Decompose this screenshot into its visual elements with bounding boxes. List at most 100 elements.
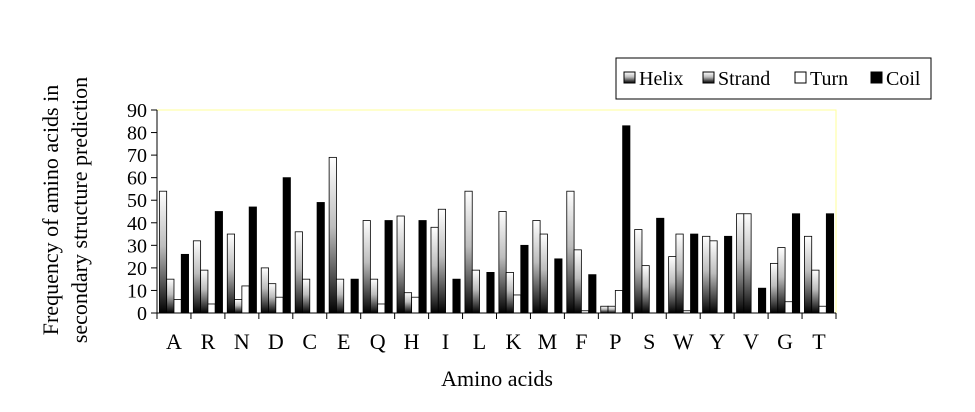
legend-label-strand: Strand bbox=[718, 68, 770, 90]
bar-turn-D bbox=[275, 296, 284, 314]
legend-label-coil: Coil bbox=[886, 68, 921, 90]
x-tick-label: W bbox=[673, 329, 694, 354]
bar-coil-F bbox=[588, 274, 597, 314]
bar-helix-T bbox=[804, 235, 813, 314]
bar-helix-A bbox=[158, 190, 168, 314]
bar-coil-M bbox=[554, 258, 563, 314]
y-axis-title-line-1: Frequency of amino acids in bbox=[38, 85, 63, 336]
y-tick-label: 90 bbox=[127, 100, 147, 122]
x-tick-label: V bbox=[743, 329, 759, 354]
x-tick-label: P bbox=[609, 329, 621, 354]
bar-coil-C bbox=[316, 202, 325, 314]
bar-helix-N bbox=[226, 233, 235, 314]
bar-coil-K bbox=[520, 244, 529, 314]
bar-strand-K bbox=[505, 271, 514, 314]
y-axis-title-line-2: secondary structure prediction bbox=[67, 77, 92, 343]
x-tick-label: A bbox=[166, 329, 182, 354]
bar-coil-E bbox=[350, 278, 359, 314]
bar-strand-R bbox=[200, 269, 209, 314]
bars-group bbox=[158, 125, 835, 314]
bar-strand-H bbox=[403, 292, 413, 314]
bar-helix-H bbox=[396, 215, 405, 314]
bar-helix-Q bbox=[362, 220, 371, 314]
bar-strand-E bbox=[336, 278, 345, 314]
x-tick-label: Q bbox=[370, 329, 386, 354]
y-tick-label: 40 bbox=[127, 213, 147, 235]
legend: Helix Strand Turn Coil bbox=[615, 57, 932, 100]
bar-strand-Q bbox=[369, 278, 379, 314]
bar-strand-T bbox=[811, 269, 820, 314]
plot-area bbox=[156, 109, 837, 314]
bar-helix-I bbox=[430, 226, 439, 314]
bar-strand-M bbox=[539, 233, 548, 314]
bar-coil-L bbox=[486, 271, 495, 314]
bar-helix-V bbox=[736, 213, 745, 314]
bar-coil-Y bbox=[724, 235, 733, 314]
x-tick-label: T bbox=[812, 329, 826, 354]
bar-helix-G bbox=[770, 262, 779, 314]
bar-coil-A bbox=[180, 253, 189, 314]
y-tick-label: 60 bbox=[127, 168, 147, 190]
bar-coil-Q bbox=[384, 220, 393, 314]
bar-coil-N bbox=[248, 206, 257, 314]
bar-coil-R bbox=[214, 211, 223, 314]
x-tick-label: K bbox=[506, 329, 522, 354]
bar-coil-I bbox=[452, 278, 461, 314]
bar-coil-H bbox=[418, 220, 427, 314]
bar-turn-T bbox=[818, 305, 827, 314]
bar-coil-W bbox=[690, 233, 699, 314]
bar-strand-P bbox=[607, 305, 616, 314]
bar-turn-K bbox=[513, 294, 522, 314]
x-tick-label: N bbox=[234, 329, 250, 354]
bar-strand-L bbox=[471, 269, 480, 314]
bar-strand-G bbox=[777, 247, 786, 314]
bar-turn-N bbox=[241, 285, 250, 314]
bar-coil-T bbox=[825, 213, 835, 314]
bar-turn-A bbox=[173, 299, 182, 314]
bar-helix-L bbox=[464, 190, 473, 314]
bar-helix-W bbox=[668, 256, 677, 314]
bar-strand-F bbox=[573, 249, 582, 314]
bar-strand-W bbox=[675, 233, 684, 314]
bar-strand-I bbox=[437, 208, 446, 314]
bar-turn-P bbox=[614, 290, 624, 314]
bar-turn-H bbox=[411, 296, 420, 314]
bar-helix-D bbox=[260, 267, 269, 314]
x-tick-label: C bbox=[302, 329, 317, 354]
plot-area-border bbox=[156, 109, 837, 314]
y-tick-label: 70 bbox=[127, 145, 147, 167]
y-tick-label: 80 bbox=[127, 123, 147, 145]
y-tick-label: 30 bbox=[127, 235, 147, 257]
bar-strand-V bbox=[743, 213, 752, 314]
bar-coil-P bbox=[622, 125, 631, 314]
bar-helix-K bbox=[498, 211, 507, 314]
bar-turn-G bbox=[784, 301, 793, 314]
y-tick-label: 50 bbox=[127, 190, 147, 212]
bar-helix-R bbox=[192, 240, 202, 314]
legend-label-helix: Helix bbox=[639, 68, 683, 90]
x-tick-label: E bbox=[337, 329, 350, 354]
bar-helix-E bbox=[328, 156, 337, 314]
bar-helix-M bbox=[532, 220, 541, 314]
bar-coil-V bbox=[758, 287, 767, 314]
y-tick-label: 20 bbox=[127, 258, 147, 280]
bar-coil-G bbox=[791, 213, 801, 314]
x-tick-label: G bbox=[777, 329, 793, 354]
bar-strand-Y bbox=[709, 240, 718, 314]
x-tick-label: F bbox=[575, 329, 587, 354]
legend-label-turn: Turn bbox=[810, 68, 848, 90]
bar-strand-D bbox=[268, 283, 277, 314]
bar-strand-S bbox=[641, 265, 650, 314]
y-tick-label: 0 bbox=[137, 303, 147, 325]
bar-coil-S bbox=[656, 217, 665, 314]
x-tick-label: D bbox=[268, 329, 284, 354]
bar-strand-N bbox=[234, 299, 243, 314]
bar-helix-S bbox=[634, 229, 643, 314]
bar-strand-A bbox=[166, 278, 175, 314]
x-tick-label: M bbox=[538, 329, 558, 354]
bar-turn-R bbox=[207, 303, 216, 314]
x-tick-label: L bbox=[473, 329, 486, 354]
bar-helix-F bbox=[566, 190, 575, 314]
